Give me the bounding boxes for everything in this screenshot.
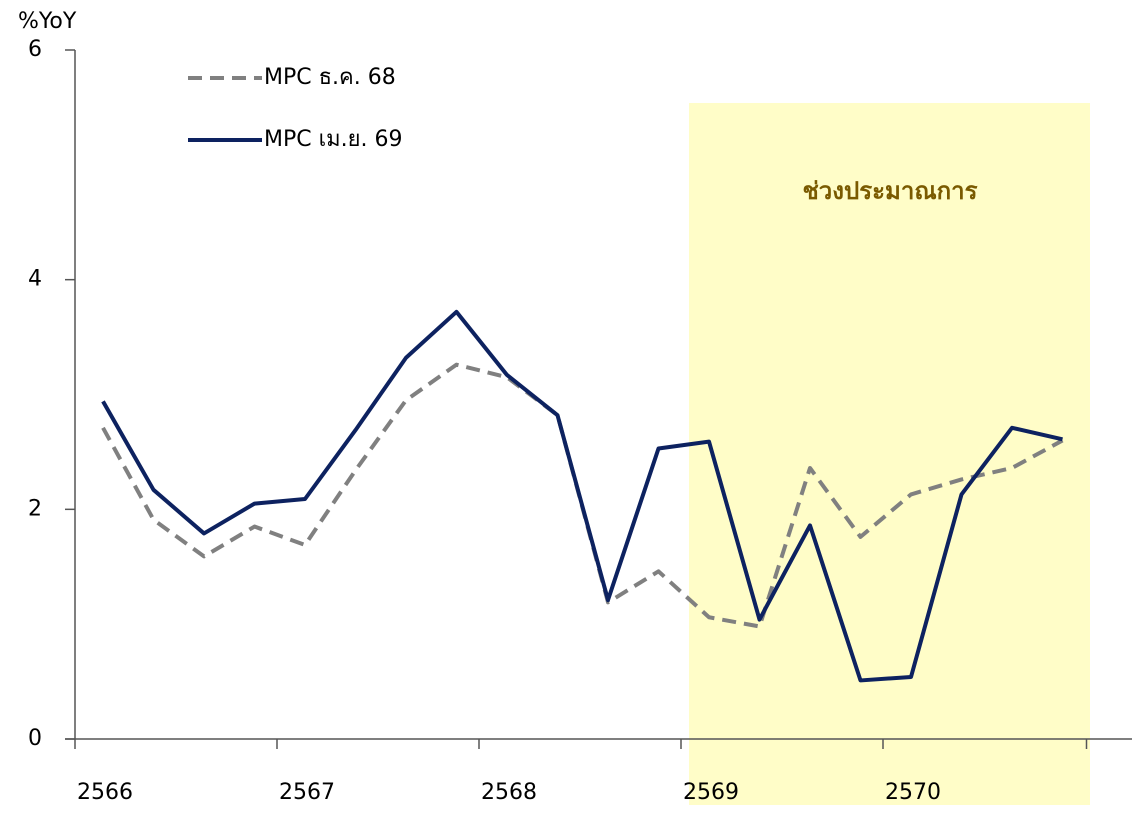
forecast-shade [689, 103, 1090, 805]
legend-label: MPC เม.ย. 69 [264, 127, 403, 152]
x-tick-label: 2567 [279, 780, 335, 805]
x-tick-label: 2569 [683, 780, 739, 805]
x-tick-label: 2566 [77, 780, 133, 805]
y-axis-label: %YoY [18, 9, 77, 34]
y-tick-label: 2 [28, 496, 42, 521]
y-tick-label: 4 [28, 267, 42, 292]
x-tick-label: 2568 [481, 780, 537, 805]
series-line [101, 309, 1063, 683]
legend-label: MPC ธ.ค. 68 [264, 65, 396, 90]
x-tick-label: 2570 [885, 780, 941, 805]
annotation: ช่วงประมาณการ [803, 177, 978, 205]
y-tick-label: 0 [28, 726, 42, 751]
y-tick-label: 6 [28, 37, 42, 62]
